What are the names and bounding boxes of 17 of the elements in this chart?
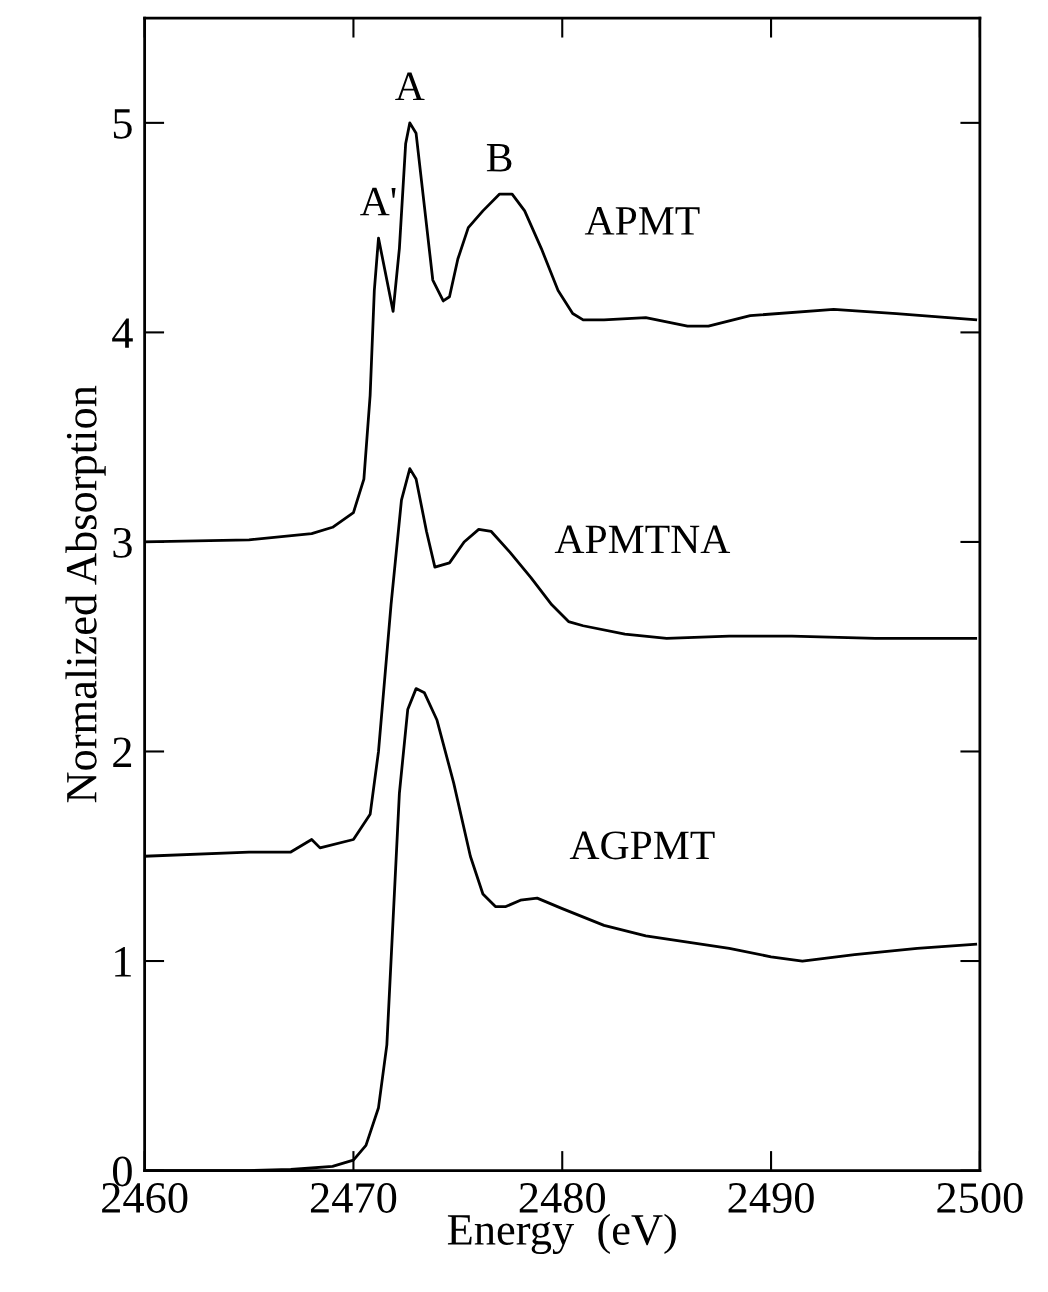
series-label: APMTNA: [554, 525, 731, 554]
y-tick-label: 4: [112, 318, 133, 348]
series-label: AGPMT: [569, 831, 715, 860]
annotation: B: [486, 144, 512, 172]
y-tick-label: 1: [115, 947, 131, 977]
annotation: A': [360, 187, 396, 216]
x-tick-label: 2480: [519, 1182, 605, 1213]
y-tick-label: 3: [113, 527, 132, 558]
x-tick-label: 2470: [310, 1182, 397, 1213]
series-label: APMT: [584, 207, 700, 235]
y-axis-title: Normalized Absorption: [65, 385, 106, 803]
x-tick-label: 2490: [728, 1182, 814, 1213]
y-tick-label: 2: [113, 737, 132, 767]
x-tick-label: 2500: [937, 1182, 1023, 1213]
annotation: A: [395, 72, 425, 101]
y-tick-label: 5: [113, 109, 132, 139]
x-axis-title: Energy (eV): [447, 1213, 676, 1255]
